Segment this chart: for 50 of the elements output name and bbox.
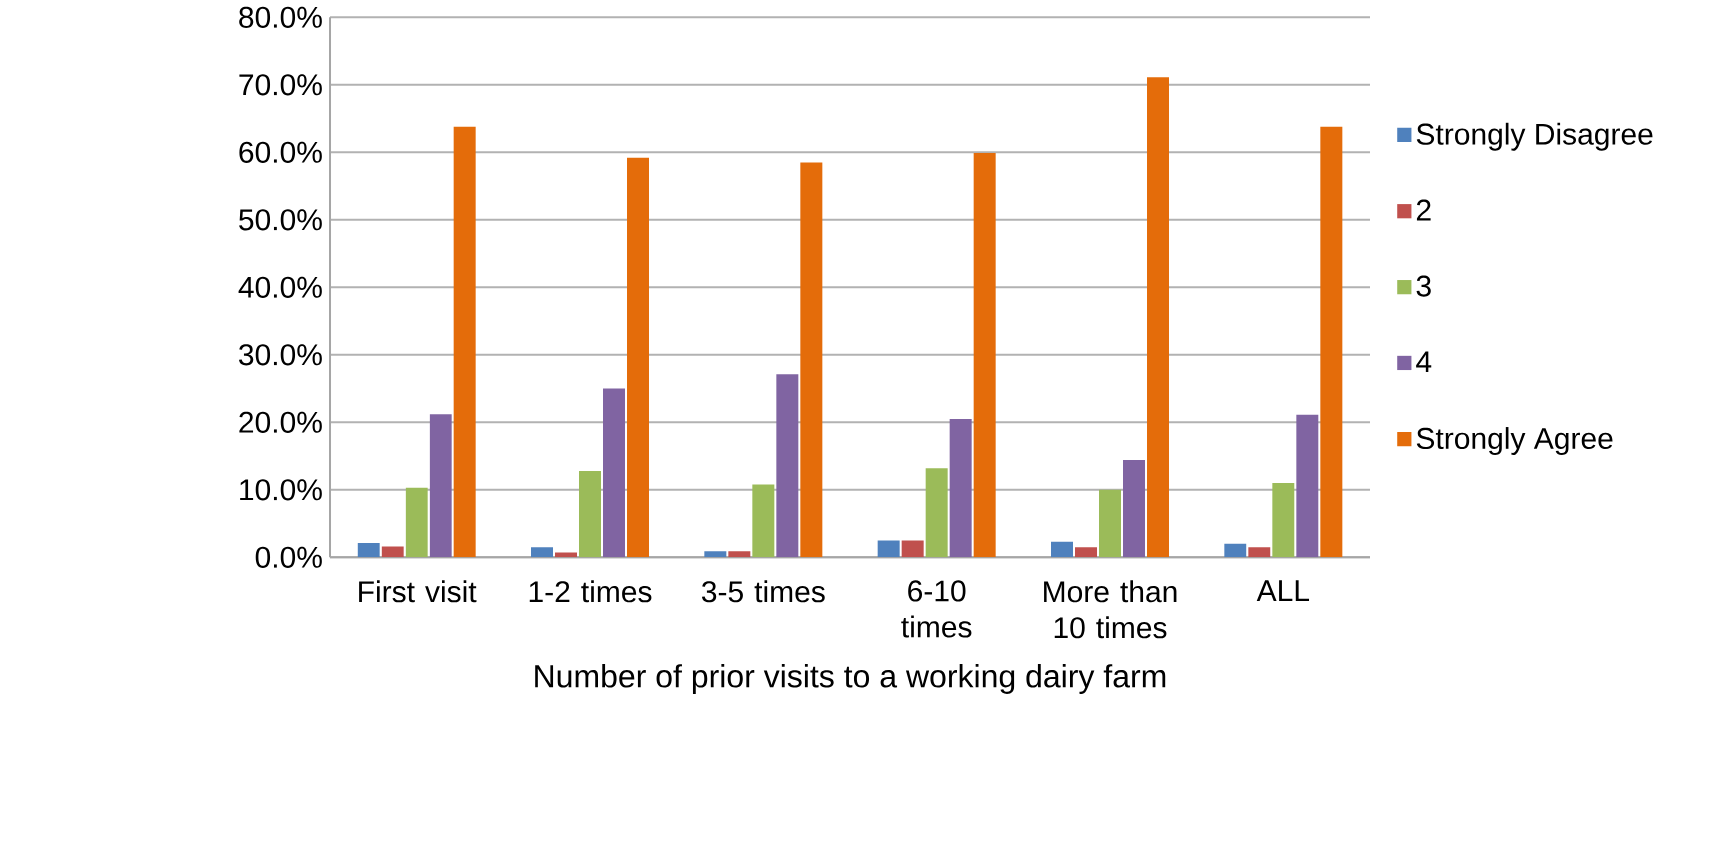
bar bbox=[1123, 459, 1146, 558]
bar bbox=[925, 468, 948, 558]
bar bbox=[453, 126, 476, 558]
bar bbox=[973, 152, 996, 558]
bar bbox=[1296, 414, 1319, 558]
bar bbox=[1147, 77, 1170, 558]
bar bbox=[1272, 482, 1295, 558]
bar bbox=[800, 162, 823, 558]
bar bbox=[579, 470, 602, 558]
bar bbox=[627, 157, 650, 558]
bar bbox=[357, 542, 380, 558]
bar bbox=[949, 418, 972, 558]
x-tick-label: 3-5 times bbox=[701, 580, 825, 603]
bar bbox=[704, 551, 727, 558]
bar bbox=[752, 484, 775, 558]
bar bbox=[1320, 126, 1343, 558]
y-tick-label: 40.0% bbox=[238, 276, 322, 298]
bar bbox=[1051, 541, 1074, 558]
bar bbox=[901, 540, 924, 558]
legend-label: 4 bbox=[1416, 351, 1432, 372]
y-tick-label: 30.0% bbox=[239, 344, 322, 366]
bar bbox=[405, 487, 428, 558]
y-tick-label: 60.0% bbox=[239, 141, 322, 163]
bar bbox=[877, 540, 900, 558]
bar bbox=[531, 547, 554, 558]
x-tick-label: 1-2 times bbox=[529, 580, 652, 603]
x-tick-label: ALL bbox=[1256, 580, 1310, 601]
bar bbox=[776, 374, 799, 558]
legend-label: Strongly Disagree bbox=[1416, 122, 1653, 151]
x-tick-label: 6-10 times bbox=[901, 580, 972, 638]
bar bbox=[603, 388, 625, 558]
y-tick-label: 0.0% bbox=[255, 546, 322, 568]
y-tick-label: 20.0% bbox=[239, 411, 322, 433]
y-tick-label: 80.0% bbox=[239, 6, 322, 28]
bar bbox=[728, 551, 751, 558]
bar bbox=[1099, 489, 1122, 558]
x-tick-label: More than 10 times bbox=[1044, 580, 1177, 639]
x-tick-label: First visit bbox=[359, 580, 477, 603]
bar bbox=[1248, 547, 1271, 558]
y-tick-label: 10.0% bbox=[240, 479, 322, 501]
bar bbox=[381, 546, 404, 558]
y-tick-label: 70.0% bbox=[239, 74, 322, 96]
bar bbox=[429, 414, 452, 558]
bar bbox=[1075, 547, 1098, 558]
legend-label: 2 bbox=[1416, 199, 1431, 221]
legend-label: Strongly Agree bbox=[1416, 426, 1613, 455]
x-axis-title: Number of prior visits to a working dairy farm bbox=[535, 663, 1166, 694]
legend-label: 3 bbox=[1416, 275, 1431, 297]
bar bbox=[1224, 543, 1247, 558]
y-tick-label: 50.0% bbox=[239, 209, 322, 231]
